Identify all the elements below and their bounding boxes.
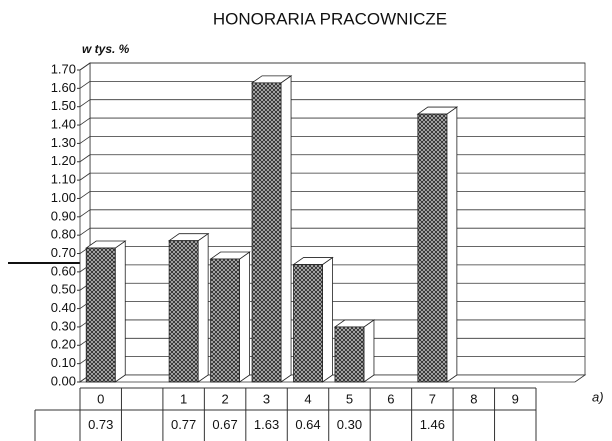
- y-tick-label: 1.30: [51, 135, 76, 150]
- y-axis-label: w tys. %: [82, 42, 130, 56]
- y-tick-label: 1.00: [51, 190, 76, 205]
- bar: [334, 326, 365, 383]
- floor: [78, 374, 587, 383]
- x-tick-label: 0: [97, 391, 104, 406]
- chart-title: HONORARIA PRACOWNICZE: [213, 9, 447, 28]
- bar: [251, 82, 282, 383]
- y-tick-label: 0.10: [51, 355, 76, 370]
- y-tick-label: 0.00: [51, 373, 76, 388]
- y-tick-label: 0.90: [51, 208, 76, 223]
- x-tick-label: 1: [180, 391, 187, 406]
- grid-line: [79, 117, 91, 126]
- bar-side: [114, 240, 126, 383]
- grid-line: [79, 172, 91, 181]
- bar: [85, 247, 116, 383]
- y-tick-label: 1.70: [51, 61, 76, 76]
- y-tick-label: 0.60: [51, 263, 76, 278]
- y-tick-label: 1.50: [51, 98, 76, 113]
- x-tick-label: 5: [346, 391, 353, 406]
- grid-line: [79, 191, 91, 199]
- x-tick-label: 9: [512, 391, 519, 406]
- annotation: a): [592, 389, 604, 404]
- grid-line: [79, 136, 91, 144]
- x-tick-label: 2: [221, 391, 228, 406]
- bar-side: [363, 319, 375, 383]
- y-tick-label: 0.80: [51, 227, 76, 242]
- bar-side: [197, 232, 209, 383]
- bar-side: [446, 106, 458, 383]
- y-tick-label: 0.70: [51, 245, 76, 260]
- x-tick-label: 7: [429, 391, 436, 406]
- bar: [168, 240, 199, 383]
- bar-side: [322, 256, 333, 383]
- grid-line: [79, 227, 91, 236]
- x-tick-label: 3: [263, 391, 270, 406]
- table-value: 0.30: [337, 417, 362, 432]
- grid-line: [79, 81, 91, 89]
- table-value: 0.67: [212, 417, 237, 432]
- grid-line: [79, 209, 91, 218]
- bar-side: [239, 251, 251, 383]
- y-tick-label: 0.20: [51, 337, 76, 352]
- x-tick-label: 8: [470, 391, 477, 406]
- x-tick-label: 4: [304, 391, 311, 406]
- table-value: 1.63: [254, 417, 279, 432]
- bar: [210, 258, 240, 383]
- y-tick-label: 0.30: [51, 318, 76, 333]
- bar: [293, 264, 323, 383]
- x-tick-label: 6: [387, 391, 394, 406]
- bar: [417, 113, 448, 383]
- y-tick-label: 1.20: [51, 153, 76, 168]
- table-value: 0.64: [295, 417, 320, 432]
- table-value: 0.73: [88, 417, 113, 432]
- grid-line: [79, 99, 91, 108]
- y-tick-label: 1.40: [51, 116, 76, 131]
- table-value: 1.46: [420, 417, 445, 432]
- y-tick-label: 1.60: [51, 80, 76, 95]
- bar-side: [280, 75, 292, 383]
- table-value: 0.77: [171, 417, 196, 432]
- grid-line: [79, 154, 91, 163]
- y-tick-label: 1.10: [51, 172, 76, 187]
- y-tick-label: 0.40: [51, 300, 76, 315]
- y-tick-label: 0.50: [51, 282, 76, 297]
- grid-line: [79, 62, 91, 71]
